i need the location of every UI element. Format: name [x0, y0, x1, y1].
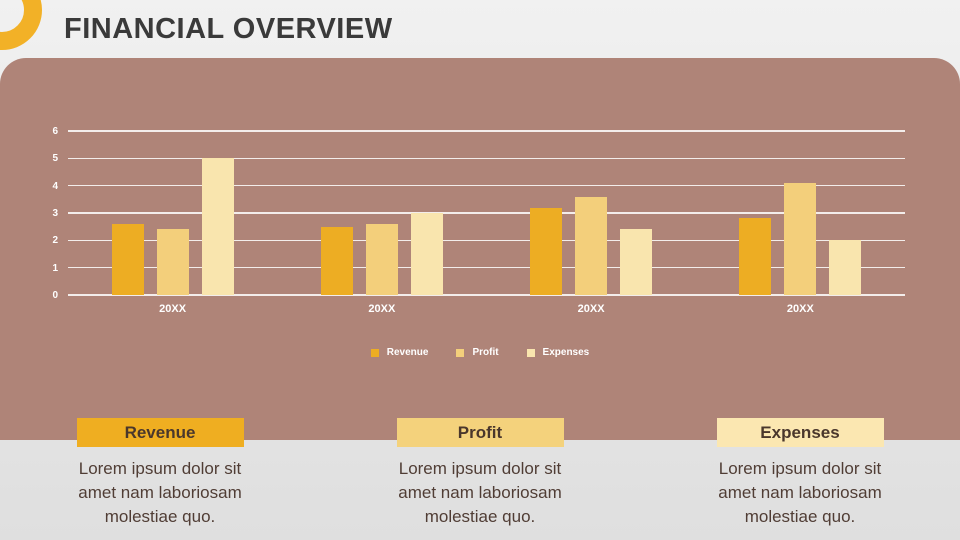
bar-group [739, 182, 862, 295]
x-axis-category-label: 20XX [368, 303, 396, 315]
bar-revenue [739, 218, 772, 295]
card-title-badge: Revenue [76, 418, 244, 447]
y-tick-label: 6 [52, 126, 58, 137]
legend-item-revenue: Revenue [370, 347, 429, 358]
y-tick-label: 1 [52, 262, 58, 274]
chart-legend: Revenue Profit Expenses [0, 347, 960, 358]
bar-profit [784, 182, 817, 295]
bar-revenue [530, 207, 563, 295]
legend-swatch-icon [526, 348, 535, 357]
bar-revenue [320, 226, 353, 295]
bar-expenses [201, 158, 234, 295]
gridline [68, 294, 905, 296]
gridline [68, 239, 905, 242]
gridline [68, 130, 905, 132]
bar-profit [365, 223, 398, 295]
bar-expenses [829, 240, 862, 295]
bar-expenses [620, 229, 653, 295]
card-body-text: Lorem ipsum dolor sit amet nam laboriosa… [398, 459, 562, 526]
legend-swatch-icon [456, 348, 465, 357]
bar-revenue [111, 223, 144, 295]
bar-group [111, 158, 234, 295]
chart-panel: 0 1 2 3 4 5 6 20XX 20XX 20XX 20XX Revenue Profit Ex… [0, 58, 960, 440]
gridline [68, 157, 905, 160]
x-axis-category-label: 20XX [786, 303, 814, 315]
card-profit: Profit Lorem ipsum dolor sit amet nam la… [320, 418, 640, 529]
card-body-text: Lorem ipsum dolor sit amet nam laboriosa… [78, 459, 242, 526]
x-axis-labels: 20XX 20XX 20XX 20XX [68, 303, 905, 315]
gridline [68, 266, 905, 269]
card-expenses: Expenses Lorem ipsum dolor sit amet nam … [640, 418, 960, 529]
donut-logo-icon [0, 0, 42, 50]
legend-label: Expenses [542, 347, 590, 358]
bar-profit [156, 229, 189, 295]
y-tick-label: 3 [52, 208, 58, 219]
y-tick-label: 0 [52, 290, 58, 301]
card-title-badge: Expenses [716, 418, 884, 447]
legend-item-profit: Profit [456, 347, 499, 358]
bar-expenses [410, 213, 443, 295]
card-revenue: Revenue Lorem ipsum dolor sit amet nam l… [0, 418, 320, 529]
card-title-badge: Profit [396, 418, 564, 447]
bars-row [68, 131, 905, 295]
legend-label: Profit [472, 347, 499, 358]
legend-swatch-icon [370, 348, 379, 357]
gridline [68, 184, 905, 187]
y-axis: 0 1 2 3 4 5 6 [38, 126, 58, 301]
legend-item-expenses: Expenses [526, 347, 590, 358]
legend-label: Revenue [386, 347, 429, 358]
slide-header: FINANCIAL OVERVIEW [0, 0, 960, 58]
bar-group [320, 213, 443, 295]
y-tick-label: 4 [52, 180, 58, 192]
y-tick-label: 2 [52, 235, 58, 247]
summary-cards: Revenue Lorem ipsum dolor sit amet nam l… [0, 418, 960, 529]
x-axis-category-label: 20XX [159, 303, 187, 315]
x-axis-category-label: 20XX [577, 303, 605, 315]
gridline [68, 212, 905, 214]
bar-group [530, 196, 653, 295]
y-tick-label: 5 [52, 153, 58, 165]
plot-area [68, 130, 905, 296]
page-title: FINANCIAL OVERVIEW [64, 13, 393, 45]
card-body-text: Lorem ipsum dolor sit amet nam laboriosa… [718, 459, 882, 526]
bar-profit [575, 196, 608, 295]
